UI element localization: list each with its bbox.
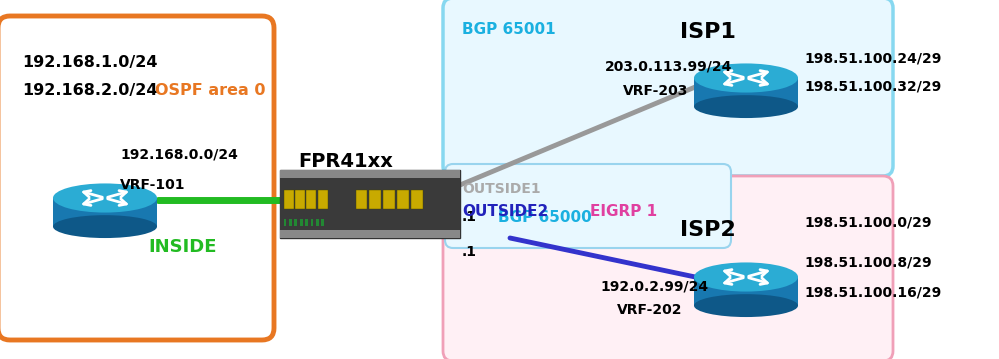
Text: 198.51.100.24/29: 198.51.100.24/29 (804, 52, 941, 66)
Text: OUTSIDE1: OUTSIDE1 (462, 182, 540, 196)
Text: VRF-203: VRF-203 (623, 84, 688, 98)
Bar (311, 219, 314, 226)
Bar (370, 190, 382, 209)
Bar (318, 190, 328, 209)
Text: EIGRP 1: EIGRP 1 (590, 204, 657, 219)
Bar (284, 219, 287, 226)
Bar (322, 219, 324, 226)
Ellipse shape (694, 64, 798, 93)
Ellipse shape (53, 215, 157, 238)
Text: VRF-202: VRF-202 (617, 303, 682, 317)
Bar (411, 190, 423, 209)
Text: ISP1: ISP1 (680, 22, 736, 42)
Ellipse shape (694, 95, 798, 118)
Text: OUTSIDE2: OUTSIDE2 (462, 204, 548, 219)
Bar (398, 190, 409, 209)
Bar (284, 190, 294, 209)
Bar (316, 219, 319, 226)
Ellipse shape (694, 262, 798, 292)
Text: .1: .1 (462, 245, 477, 259)
Bar (289, 219, 292, 226)
Text: 192.0.2.99/24: 192.0.2.99/24 (600, 280, 708, 294)
Ellipse shape (694, 294, 798, 317)
Bar (384, 190, 395, 209)
Bar (295, 190, 305, 209)
FancyBboxPatch shape (443, 0, 893, 176)
FancyBboxPatch shape (0, 16, 274, 340)
Text: INSIDE: INSIDE (148, 238, 217, 256)
FancyBboxPatch shape (443, 176, 893, 359)
FancyBboxPatch shape (280, 170, 460, 238)
FancyBboxPatch shape (445, 164, 731, 248)
Text: BGP 65000: BGP 65000 (498, 210, 591, 225)
Text: 192.168.1.0/24: 192.168.1.0/24 (22, 55, 158, 70)
Text: 198.51.100.32/29: 198.51.100.32/29 (804, 80, 941, 94)
Text: BGP 65001: BGP 65001 (462, 22, 555, 37)
Ellipse shape (53, 183, 157, 213)
Text: .1: .1 (462, 210, 477, 224)
Text: 203.0.113.99/24: 203.0.113.99/24 (605, 60, 732, 74)
Bar (280, 178, 460, 230)
Text: 198.51.100.0/29: 198.51.100.0/29 (804, 215, 931, 229)
Bar (307, 190, 316, 209)
Text: 192.168.0.0/24: 192.168.0.0/24 (120, 148, 238, 162)
Polygon shape (53, 198, 157, 227)
Text: 198.51.100.8/29: 198.51.100.8/29 (804, 255, 932, 269)
Bar (280, 170, 460, 178)
Text: FPR41xx: FPR41xx (298, 152, 393, 171)
Bar (295, 219, 297, 226)
Text: 198.51.100.16/29: 198.51.100.16/29 (804, 285, 941, 299)
Bar (280, 230, 460, 238)
Polygon shape (694, 277, 798, 306)
Text: 192.168.2.0/24: 192.168.2.0/24 (22, 83, 158, 98)
Text: VRF-101: VRF-101 (120, 178, 186, 192)
Bar (306, 219, 308, 226)
Text: OSPF area 0: OSPF area 0 (155, 83, 266, 98)
Text: ISP2: ISP2 (680, 220, 735, 240)
Polygon shape (694, 78, 798, 107)
Bar (300, 219, 303, 226)
Bar (356, 190, 368, 209)
